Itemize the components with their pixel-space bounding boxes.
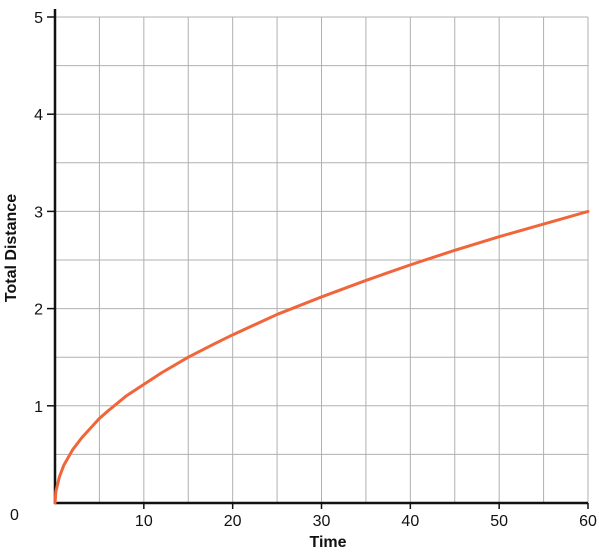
x-axis-title: Time — [309, 534, 346, 551]
y-tick-label: 3 — [34, 204, 43, 221]
series-layer — [53, 209, 590, 505]
grid — [55, 16, 589, 503]
x-tick-label: 10 — [135, 513, 153, 530]
y-axis-title: Total Distance — [3, 194, 20, 302]
y-tick-label: 1 — [34, 399, 43, 416]
axes — [47, 9, 589, 509]
x-tick-label: 50 — [490, 513, 508, 530]
y-tick-label: 5 — [34, 10, 43, 27]
x-tick-label: 30 — [313, 513, 331, 530]
origin-label: 0 — [10, 507, 19, 524]
x-tick-label: 40 — [401, 513, 419, 530]
series-line — [53, 209, 590, 505]
y-tick-label: 4 — [34, 107, 43, 124]
y-tick-label: 2 — [34, 302, 43, 319]
x-tick-label: 60 — [579, 513, 597, 530]
x-tick-label: 20 — [224, 513, 242, 530]
